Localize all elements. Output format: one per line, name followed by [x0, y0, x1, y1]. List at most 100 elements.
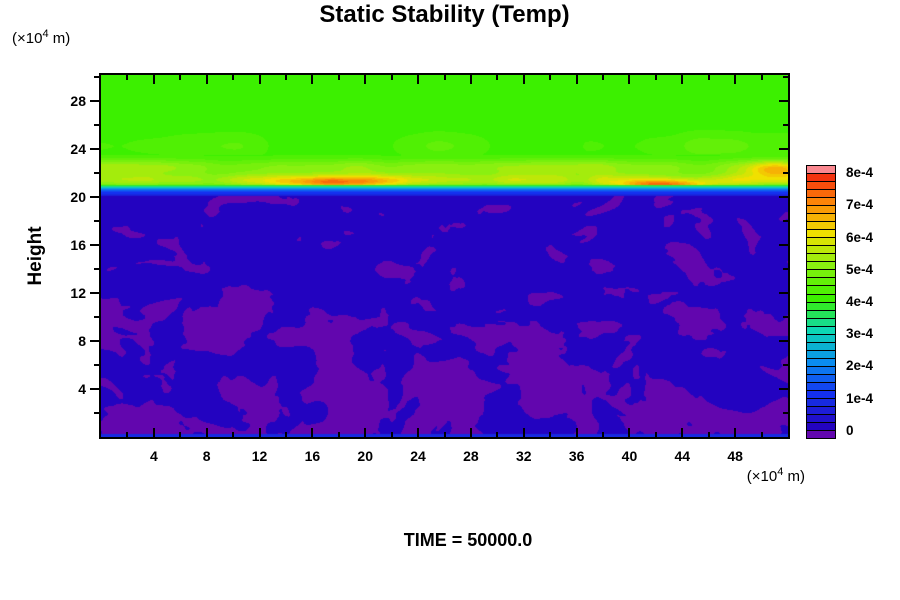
x-tick-minor — [337, 75, 340, 80]
y-tick-major — [90, 100, 99, 103]
y-tick-major — [779, 148, 788, 151]
y-tick-minor — [94, 172, 99, 175]
colorbar-label: 4e-4 — [846, 294, 874, 309]
x-tick-label: 8 — [202, 448, 211, 464]
x-tick-label: 44 — [674, 448, 691, 464]
chart-title: Static Stability (Temp) — [319, 1, 570, 28]
x-tick-minor — [707, 432, 710, 437]
x-tick-minor — [390, 432, 393, 437]
x-unit-prefix: (×10 — [746, 468, 778, 485]
y-tick-minor — [94, 124, 99, 127]
colorbar-segment — [806, 430, 836, 440]
x-tick-minor — [232, 75, 235, 80]
colorbar-label: 3e-4 — [846, 326, 874, 342]
y-tick-minor — [94, 268, 99, 271]
y-tick-major — [90, 148, 99, 151]
x-unit-exponent: 4 — [777, 466, 784, 478]
colorbar-label: 6e-4 — [846, 229, 874, 245]
x-tick-major — [681, 75, 684, 84]
x-tick-major — [311, 428, 314, 437]
x-tick-major — [152, 428, 155, 437]
y-unit-suffix: m) — [48, 30, 71, 47]
x-tick-major — [522, 75, 525, 84]
x-tick-minor — [179, 432, 182, 437]
x-tick-major — [681, 428, 684, 437]
y-tick-minor — [783, 220, 788, 223]
colorbar-label: 7e-4 — [846, 197, 874, 213]
colorbar — [806, 165, 836, 440]
x-tick-minor — [760, 432, 763, 437]
y-tick-minor — [94, 412, 99, 415]
x-tick-major — [152, 75, 155, 84]
x-tick-major — [364, 75, 367, 84]
y-tick-minor — [783, 412, 788, 415]
y-tick-major — [779, 340, 788, 343]
x-tick-label: 20 — [357, 448, 373, 464]
colorbar-label: 8e-4 — [846, 165, 874, 181]
x-unit-suffix: m) — [783, 468, 805, 485]
x-tick-label: 40 — [621, 448, 638, 464]
x-tick-minor — [549, 432, 552, 437]
x-tick-minor — [549, 75, 552, 80]
x-tick-label: 28 — [463, 448, 479, 464]
y-tick-major — [90, 292, 99, 295]
plot-area — [99, 73, 790, 439]
y-tick-label: 16 — [70, 237, 86, 254]
x-tick-major — [205, 75, 208, 84]
y-tick-major — [779, 196, 788, 199]
x-tick-minor — [654, 75, 657, 80]
y-tick-minor — [783, 172, 788, 175]
y-tick-minor — [94, 316, 99, 319]
x-tick-minor — [284, 75, 287, 80]
x-tick-minor — [496, 432, 499, 437]
x-tick-minor — [496, 75, 499, 80]
colorbar-label: 2e-4 — [846, 358, 874, 374]
x-tick-label: 24 — [410, 448, 426, 464]
x-tick-major — [469, 75, 472, 84]
y-tick-minor — [94, 76, 99, 79]
x-tick-major — [734, 428, 737, 437]
x-tick-major — [575, 75, 578, 84]
x-tick-minor — [179, 75, 182, 80]
y-tick-label: 20 — [70, 189, 86, 206]
y-tick-minor — [783, 76, 788, 79]
y-unit-prefix: (×10 — [12, 30, 43, 47]
x-tick-label: 32 — [515, 448, 532, 464]
y-axis-unit-label: (×104 m) — [12, 28, 70, 47]
y-tick-minor — [783, 364, 788, 367]
y-tick-major — [90, 196, 99, 199]
x-tick-label: 48 — [727, 448, 743, 464]
y-tick-label: 24 — [70, 141, 86, 158]
y-tick-major — [90, 244, 99, 247]
x-tick-major — [417, 428, 420, 437]
x-tick-major — [205, 428, 208, 437]
x-tick-major — [734, 75, 737, 84]
x-tick-major — [417, 75, 420, 84]
y-tick-minor — [783, 124, 788, 127]
x-tick-label: 4 — [149, 448, 158, 464]
x-tick-minor — [602, 432, 605, 437]
colorbar-label: 0 — [846, 422, 854, 438]
y-tick-major — [90, 340, 99, 343]
x-tick-label: 12 — [251, 448, 268, 464]
y-tick-minor — [783, 316, 788, 319]
time-annotation: TIME = 50000.0 — [403, 530, 533, 550]
x-tick-major — [258, 75, 261, 84]
x-tick-minor — [760, 75, 763, 80]
x-tick-major — [469, 428, 472, 437]
colorbar-label: 5e-4 — [846, 261, 874, 277]
x-tick-major — [258, 428, 261, 437]
x-tick-major — [628, 428, 631, 437]
x-tick-label: 36 — [568, 448, 585, 464]
y-unit-exponent: 4 — [42, 28, 49, 40]
x-tick-minor — [707, 75, 710, 80]
y-tick-major — [779, 100, 788, 103]
x-tick-major — [628, 75, 631, 84]
y-tick-label: 8 — [78, 333, 86, 350]
x-axis-unit-label: (×104 m) — [660, 466, 805, 485]
y-tick-minor — [783, 268, 788, 271]
x-tick-major — [364, 428, 367, 437]
y-tick-label: 4 — [78, 381, 86, 398]
x-tick-label: 16 — [304, 448, 321, 464]
